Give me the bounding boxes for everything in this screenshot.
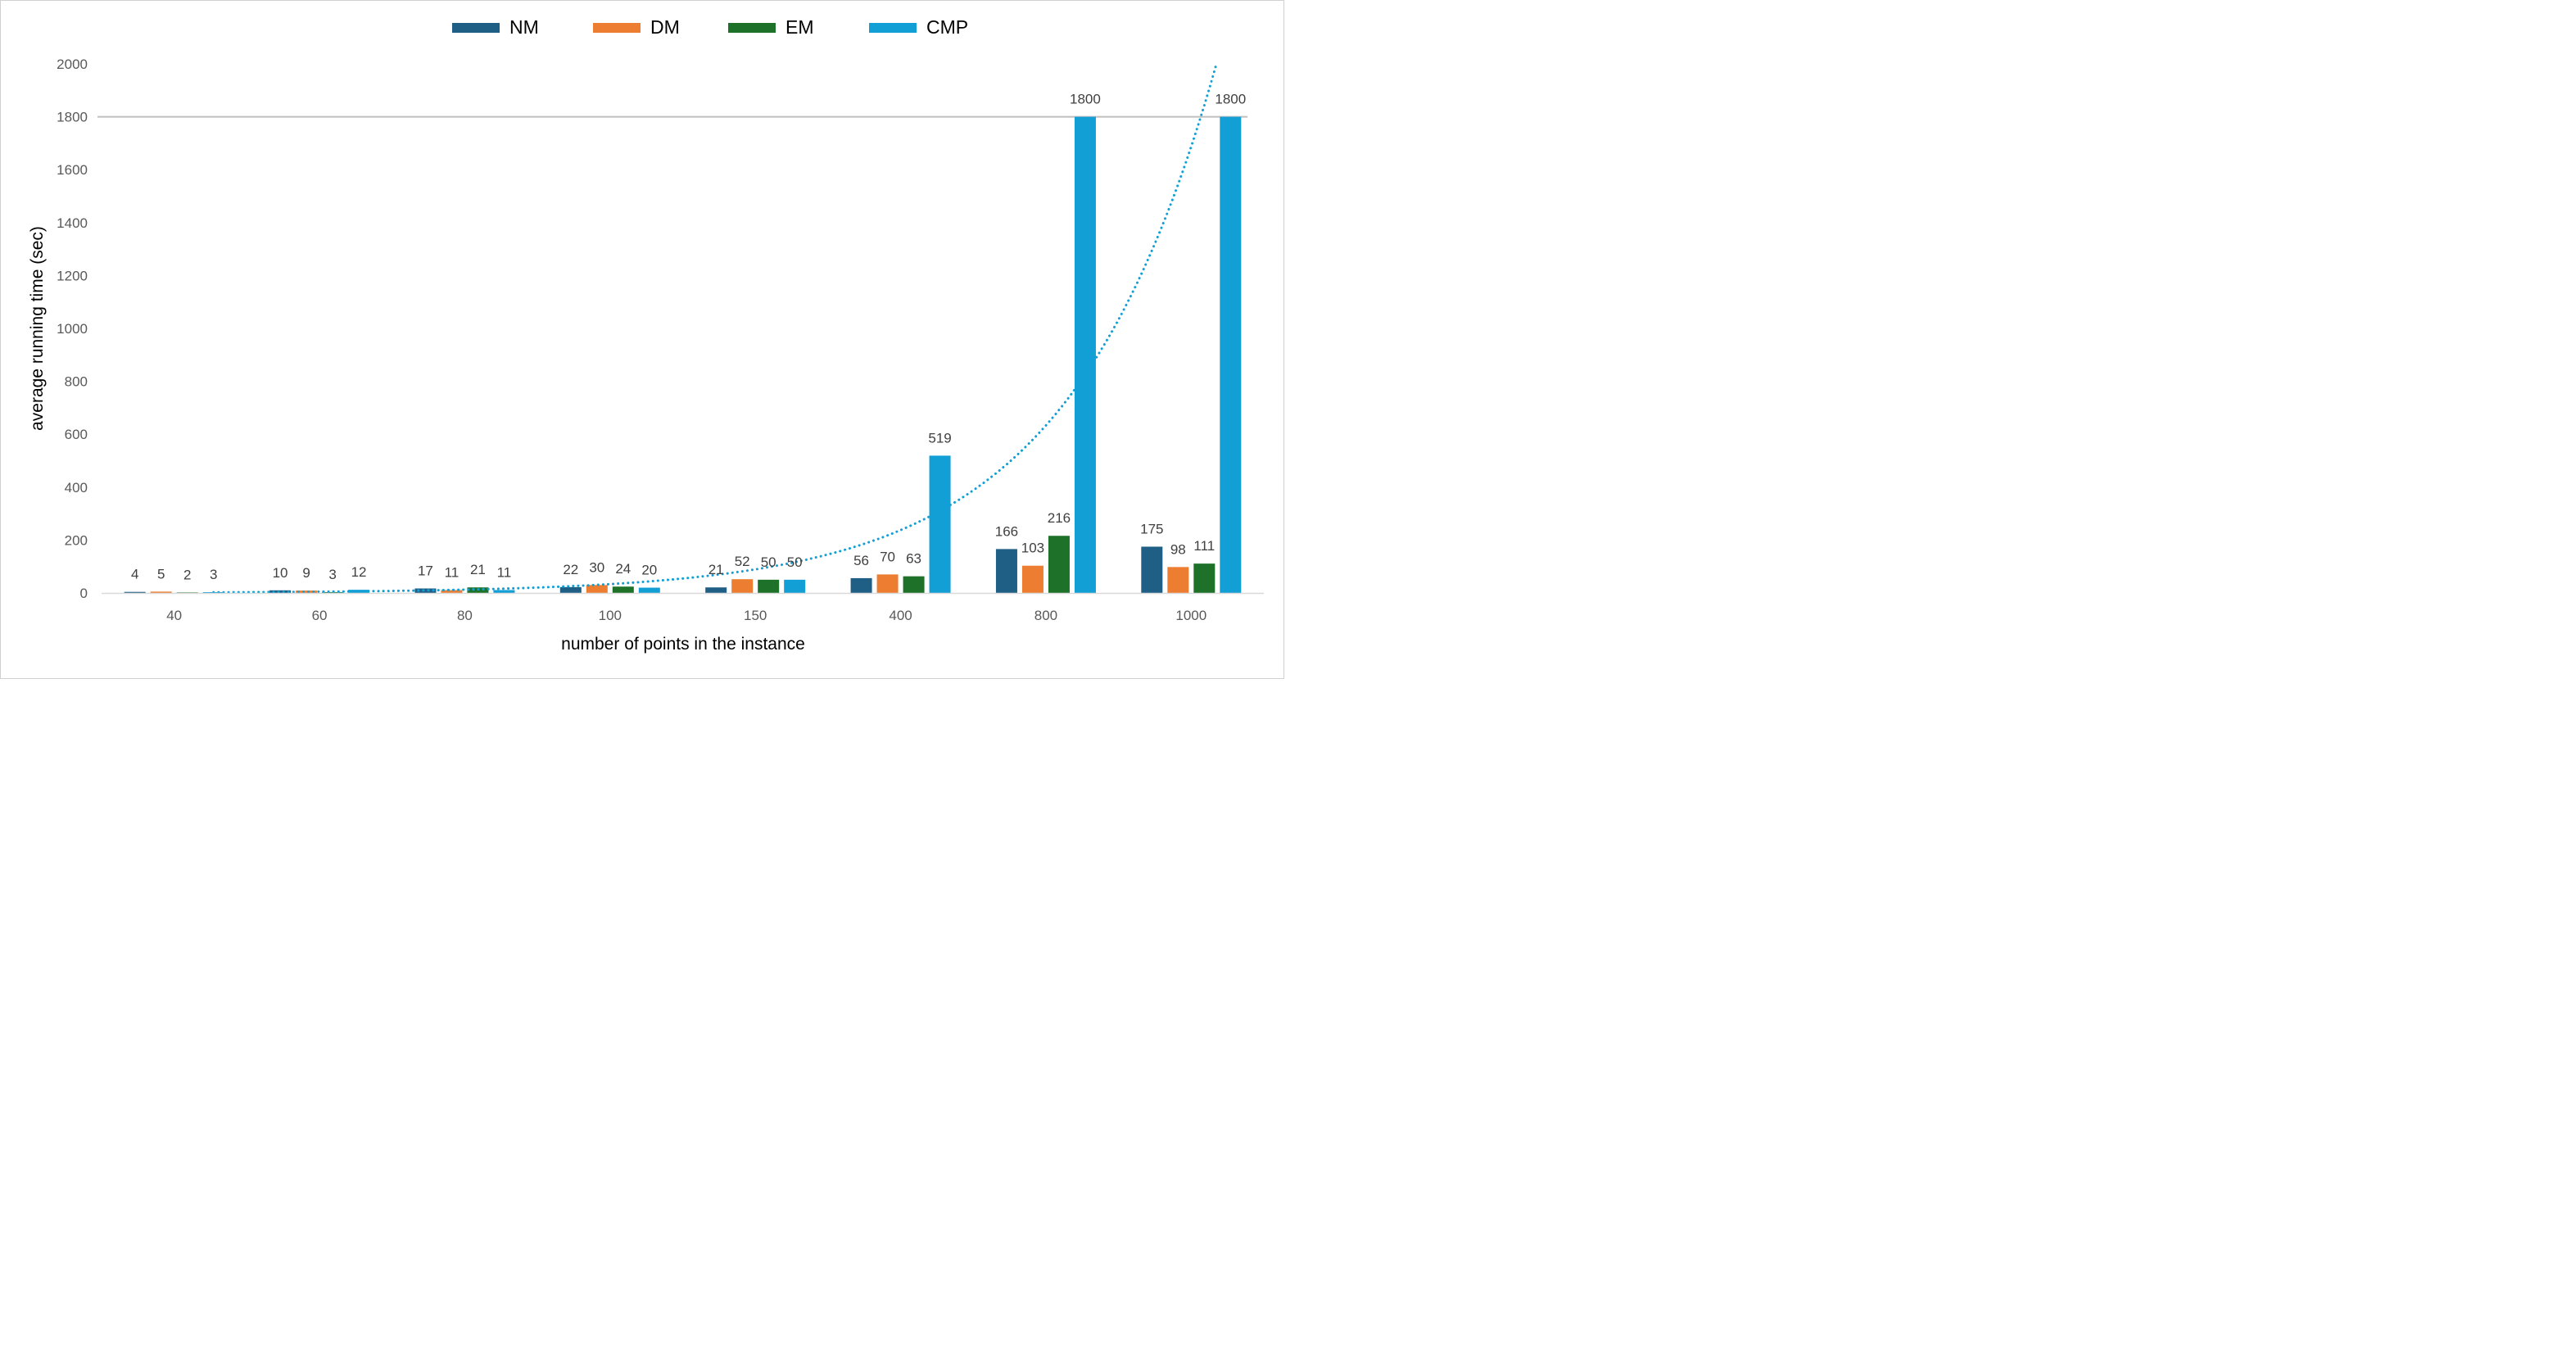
bar-dm-100 (586, 585, 608, 593)
bar-dm-80 (441, 590, 463, 593)
y-tick-label: 1600 (57, 162, 88, 178)
data-label-nm-80: 17 (418, 563, 433, 579)
legend-swatch-em (728, 23, 776, 33)
x-tick-label-40: 40 (166, 608, 182, 623)
bar-nm-100 (559, 586, 582, 593)
bar-em-400 (903, 576, 925, 593)
bar-nm-150 (705, 587, 727, 593)
data-label-nm-1000: 175 (1140, 521, 1163, 536)
data-label-dm-80: 11 (445, 564, 460, 580)
data-label-nm-60: 10 (273, 565, 288, 581)
bar-em-60 (322, 592, 344, 593)
bar-nm-1000 (1141, 546, 1163, 593)
bar-nm-60 (269, 590, 292, 593)
data-label-dm-1000: 98 (1170, 541, 1186, 557)
data-label-nm-800: 166 (995, 523, 1018, 539)
data-label-cmp-100: 20 (641, 563, 657, 578)
x-tick-label-60: 60 (312, 608, 328, 623)
data-label-cmp-400: 519 (928, 430, 951, 446)
data-label-dm-60: 9 (302, 565, 310, 581)
legend-label-nm: NM (509, 16, 539, 38)
data-label-cmp-1000: 1800 (1215, 92, 1246, 107)
y-tick-label: 400 (65, 480, 88, 495)
x-tick-label-150: 150 (744, 608, 767, 623)
legend-swatch-dm (593, 23, 641, 33)
data-label-nm-400: 56 (853, 553, 869, 568)
y-axis-ticks: 0 200 400 600 800 1000 1200 1400 1600 1800 2000 (57, 57, 88, 601)
bar-em-800 (1048, 536, 1070, 593)
data-label-cmp-60: 12 (351, 564, 367, 580)
bar-dm-150 (731, 579, 754, 593)
data-label-cmp-40: 3 (210, 567, 217, 582)
bar-dm-1000 (1167, 567, 1189, 593)
x-axis-title: number of points in the instance (561, 635, 805, 654)
data-label-em-60: 3 (328, 567, 336, 582)
data-label-dm-100: 30 (589, 559, 604, 575)
y-tick-label: 1200 (57, 268, 88, 283)
x-tick-label-800: 800 (1034, 608, 1057, 623)
bar-cmp-150 (784, 579, 806, 593)
data-labels-layer: 4 10 17 22 21 56 166 175 5 9 11 30 52 70 103 98 2 3 21 24 50… (131, 92, 1246, 583)
bar-nm-40 (124, 591, 146, 593)
data-label-cmp-80: 11 (497, 564, 512, 580)
data-label-cmp-150: 50 (787, 554, 803, 570)
data-label-em-150: 50 (761, 554, 776, 570)
legend-label-cmp: CMP (926, 16, 968, 38)
y-tick-label: 200 (65, 532, 88, 548)
y-tick-label: 800 (65, 374, 88, 390)
bar-cmp-800 (1074, 116, 1096, 594)
bar-cmp-100 (638, 587, 660, 593)
legend-swatch-cmp (869, 23, 917, 33)
y-tick-label: 1400 (57, 215, 88, 231)
bar-dm-800 (1021, 565, 1044, 593)
bar-cmp-1000 (1220, 116, 1242, 594)
x-tick-label-1000: 1000 (1175, 608, 1207, 623)
x-tick-label-400: 400 (889, 608, 912, 623)
data-label-em-40: 2 (183, 567, 191, 582)
data-label-dm-800: 103 (1021, 541, 1044, 556)
data-label-dm-400: 70 (880, 549, 895, 564)
bar-em-1000 (1193, 563, 1216, 593)
bar-nm-80 (414, 588, 437, 593)
data-label-em-400: 63 (906, 551, 921, 567)
x-axis-ticks: 40 60 80 100 150 400 800 1000 (166, 608, 1207, 623)
data-label-nm-150: 21 (709, 562, 724, 577)
bar-dm-60 (296, 591, 318, 593)
y-tick-label: 600 (65, 427, 88, 442)
bar-em-150 (758, 579, 780, 593)
y-tick-label: 2000 (57, 57, 88, 72)
bar-nm-400 (850, 577, 872, 593)
bar-dm-400 (876, 574, 899, 593)
x-tick-label-100: 100 (599, 608, 622, 623)
chart-frame: NM DM EM CMP 0 200 400 600 800 1000 1200 1400 1600 1… (0, 0, 1284, 679)
bar-em-100 (612, 586, 634, 593)
y-tick-label: 1000 (57, 321, 88, 337)
legend: NM DM EM CMP (452, 16, 968, 38)
data-label-dm-150: 52 (735, 554, 750, 569)
data-label-nm-100: 22 (563, 562, 578, 577)
legend-label-dm: DM (650, 16, 680, 38)
bar-nm-800 (995, 549, 1017, 593)
y-tick-label: 0 (80, 586, 88, 601)
data-label-cmp-800: 1800 (1070, 92, 1101, 107)
bar-dm-40 (150, 591, 172, 593)
data-label-nm-40: 4 (131, 567, 138, 582)
legend-swatch-nm (452, 23, 500, 33)
data-label-em-100: 24 (615, 561, 631, 577)
bar-chart: NM DM EM CMP 0 200 400 600 800 1000 1200 1400 1600 1… (28, 16, 1264, 654)
x-tick-label-80: 80 (457, 608, 473, 623)
legend-label-em: EM (785, 16, 814, 38)
y-axis-title: average running time (sec) (28, 226, 47, 431)
data-label-em-80: 21 (470, 562, 486, 577)
data-label-em-1000: 111 (1193, 538, 1215, 554)
bars-layer (124, 116, 1242, 594)
bar-cmp-400 (929, 455, 951, 593)
y-tick-label: 1800 (57, 110, 88, 125)
data-label-em-800: 216 (1048, 510, 1071, 526)
data-label-dm-40: 5 (157, 566, 165, 581)
bar-cmp-80 (493, 590, 515, 593)
